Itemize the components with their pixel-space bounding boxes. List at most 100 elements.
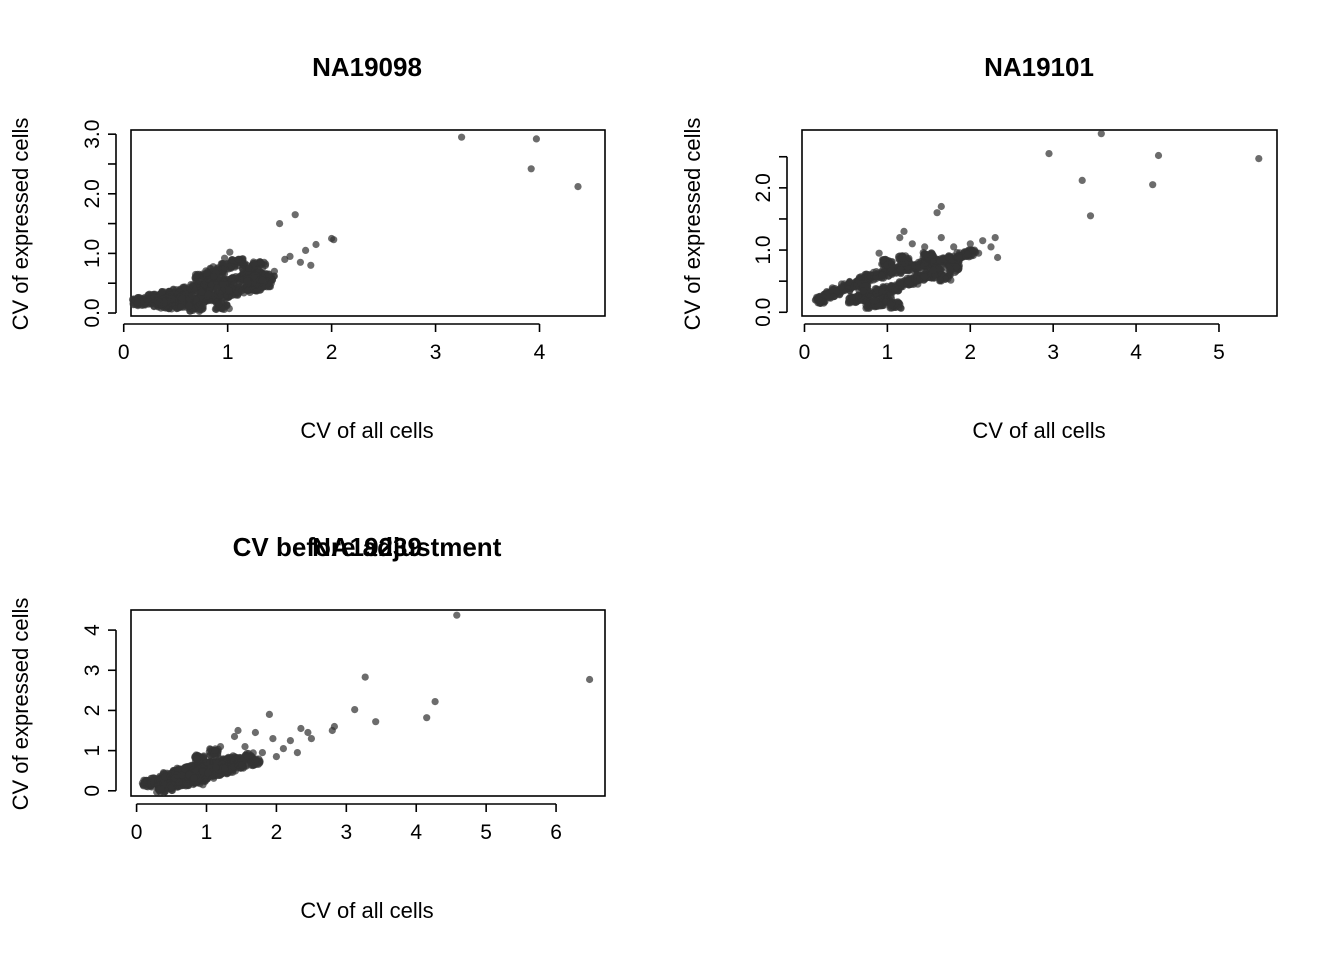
data-point <box>896 265 905 274</box>
data-point <box>221 764 229 773</box>
y-tick-label: 0.0 <box>81 298 104 327</box>
data-point <box>873 286 881 294</box>
x-tick-label: 3 <box>1047 341 1059 364</box>
data-point <box>258 749 266 757</box>
data-point <box>872 268 880 276</box>
data-point <box>226 248 234 256</box>
points-layer <box>811 130 1263 312</box>
data-point <box>921 243 929 251</box>
data-point <box>243 277 251 285</box>
plot-frame <box>130 129 606 317</box>
x-tick-label: 2 <box>964 341 976 364</box>
y-tick-label: 3 <box>81 664 104 676</box>
data-point <box>155 298 163 306</box>
x-tick-label: 0 <box>118 341 130 364</box>
data-point <box>258 276 267 284</box>
y-tick-label: 0.0 <box>752 298 775 327</box>
data-point <box>1078 176 1086 184</box>
x-tick-label: 2 <box>271 821 283 844</box>
data-point <box>203 269 211 277</box>
data-point <box>532 135 541 143</box>
data-point <box>307 261 315 269</box>
data-point <box>304 728 312 737</box>
y-tick-label: 3.0 <box>81 120 104 149</box>
ticks-layer: 0 1 2 3 4 5 6 0 1 2 3 4 <box>81 624 562 844</box>
x-tick-label: 3 <box>430 341 442 364</box>
data-point <box>837 283 846 291</box>
data-point <box>937 234 945 242</box>
data-point <box>213 284 221 292</box>
ticks-layer: 0 1 2 3 4 5 0.0 1.0 2.0 <box>752 155 1225 364</box>
data-point <box>244 264 253 272</box>
data-point <box>230 732 239 741</box>
data-point <box>1097 130 1105 138</box>
data-point <box>193 755 201 763</box>
data-point <box>904 277 912 285</box>
data-point <box>293 749 301 757</box>
data-point <box>228 256 236 264</box>
data-point <box>158 288 166 296</box>
data-point <box>221 254 229 262</box>
data-point <box>896 234 904 242</box>
x-axis-label: CV of all cells <box>972 418 1105 443</box>
data-point <box>212 763 220 772</box>
data-point <box>251 728 259 737</box>
data-point <box>252 755 260 763</box>
data-point <box>199 781 207 789</box>
data-point <box>269 735 277 743</box>
data-point <box>994 253 1002 262</box>
data-point <box>946 265 954 273</box>
data-point <box>527 165 535 173</box>
x-tick-label: 2 <box>326 341 338 364</box>
plot-frame <box>801 129 1278 317</box>
data-point <box>281 255 289 263</box>
data-point <box>431 698 439 706</box>
x-axis-label: CV of all cells <box>300 418 433 443</box>
data-point <box>935 264 943 272</box>
y-axis-label: CV of expressed cells <box>680 118 705 331</box>
data-point <box>234 726 242 735</box>
y-tick-label: 4 <box>81 624 104 636</box>
data-point <box>241 743 249 751</box>
data-point <box>193 271 201 280</box>
data-point <box>307 735 315 743</box>
y-tick-label: 0 <box>81 785 104 797</box>
x-tick-label: 4 <box>1130 341 1142 364</box>
data-point <box>204 290 212 298</box>
x-tick-label: 1 <box>882 341 894 364</box>
data-point <box>190 774 198 782</box>
data-point <box>178 294 186 302</box>
data-point <box>276 220 284 228</box>
x-tick-label: 6 <box>550 821 562 844</box>
data-point <box>1255 155 1263 163</box>
data-point <box>939 255 947 263</box>
data-point <box>195 307 203 315</box>
data-point <box>250 260 258 268</box>
data-point <box>888 258 896 266</box>
data-point <box>204 769 212 777</box>
x-tick-label: 4 <box>534 341 546 364</box>
data-point <box>453 611 461 619</box>
data-point <box>312 240 320 249</box>
data-point <box>302 246 310 254</box>
data-point <box>921 273 929 281</box>
data-point <box>210 272 218 281</box>
data-point <box>185 302 193 310</box>
data-point <box>244 286 252 294</box>
data-point <box>833 287 841 295</box>
data-point <box>900 227 908 235</box>
data-point <box>173 771 181 779</box>
data-point <box>270 267 278 275</box>
data-point <box>216 743 225 751</box>
x-tick-label: 5 <box>480 821 492 844</box>
data-point <box>215 300 223 308</box>
panel-na19239: CV before adjustment NA19239 0 1 2 3 4 5 6 0 1 2 3… <box>8 532 606 923</box>
panel-title: NA19101 <box>984 52 1094 82</box>
data-point <box>259 264 267 272</box>
data-point <box>1045 150 1053 158</box>
data-point <box>875 249 883 257</box>
x-tick-label: 5 <box>1213 341 1225 364</box>
data-point <box>177 303 185 311</box>
points-layer <box>138 611 594 797</box>
